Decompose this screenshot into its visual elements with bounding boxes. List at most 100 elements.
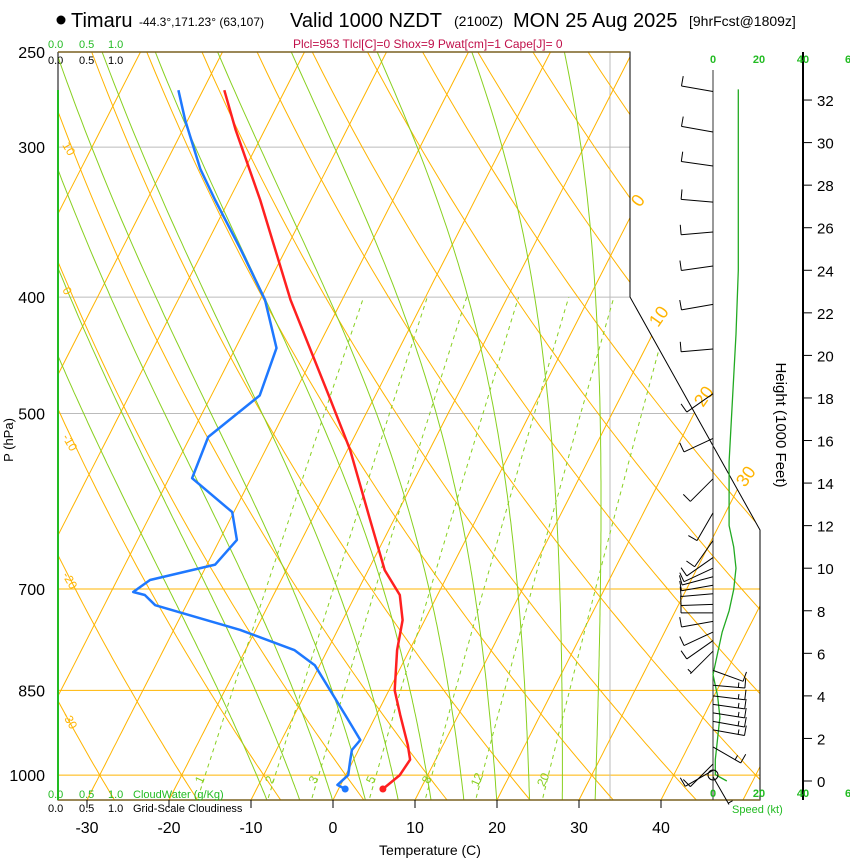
dewpoint-surface-point xyxy=(341,785,349,793)
mixing-ratio-label: 20 xyxy=(534,770,552,788)
barb-full-tick xyxy=(679,575,683,586)
moist-adiabat-line xyxy=(58,52,268,800)
barb-staff xyxy=(696,512,714,541)
barb-full-tick xyxy=(744,707,747,718)
isotherm-label-left: -20 xyxy=(59,570,80,592)
dry-adiabat-line xyxy=(58,52,285,800)
wind-barb xyxy=(686,540,714,568)
barb-staff xyxy=(690,478,714,502)
temperature-tick-label: -10 xyxy=(239,820,262,837)
calm-wind-circle-icon xyxy=(707,769,719,781)
station-coords: -44.3°,171.23° (63,107) xyxy=(139,15,264,29)
wind-barb xyxy=(679,567,714,583)
mixing-ratio-line xyxy=(423,297,570,800)
height-tick-label: 28 xyxy=(817,178,834,195)
moist-adiabat-line xyxy=(563,52,602,800)
mixing-ratio-line xyxy=(367,297,520,800)
barb-full-tick xyxy=(686,560,695,568)
barb-staff xyxy=(712,712,745,719)
barb-full-tick xyxy=(682,494,691,502)
barb-full-tick xyxy=(680,116,684,127)
height-tick-label: 26 xyxy=(817,221,834,238)
barb-staff xyxy=(683,437,714,453)
isotherm-line xyxy=(165,52,562,800)
barb-full-tick xyxy=(680,650,688,660)
station-name: Timaru xyxy=(71,10,132,32)
wind-barb xyxy=(712,698,747,710)
barb-full-tick xyxy=(688,535,698,542)
barb-half-tick xyxy=(737,720,740,726)
barb-full-tick xyxy=(740,754,747,764)
pressure-tick-label: 850 xyxy=(18,683,45,700)
speed-tick-label: 6 xyxy=(845,54,850,66)
moist-adiabat-line xyxy=(290,52,498,800)
height-tick-label: 2 xyxy=(817,731,825,748)
barb-staff xyxy=(681,348,714,353)
temperature-tick-label: 30 xyxy=(570,820,588,837)
wind-barb xyxy=(680,189,714,203)
pressure-tick-label: 300 xyxy=(18,140,45,157)
barb-staff xyxy=(712,746,741,764)
isotherm-line xyxy=(493,52,760,800)
wind-barb xyxy=(680,595,714,606)
height-tick-label: 12 xyxy=(817,519,834,536)
wind-barb xyxy=(680,116,714,133)
forecast-date: MON 25 Aug 2025 xyxy=(513,10,678,32)
barb-staff xyxy=(712,695,745,701)
height-tick-label: 16 xyxy=(817,434,834,451)
temperature-line xyxy=(223,89,412,790)
cl-tick: 1.0 xyxy=(108,55,123,67)
speed-tick-label: 6 xyxy=(845,788,850,800)
moist-adiabat-line xyxy=(58,52,301,800)
barb-staff xyxy=(681,303,714,311)
wind-barb xyxy=(680,602,713,614)
y-axis-label: P (hPa) xyxy=(1,418,16,462)
cl-tick: 0.5 xyxy=(79,55,94,67)
valid-time: Valid 1000 NZDT xyxy=(290,10,442,32)
x-axis-label: Temperature (C) xyxy=(379,842,481,858)
barb-staff xyxy=(712,776,730,805)
wind-barb xyxy=(712,725,747,736)
speed-tick-label: 40 xyxy=(797,54,809,66)
barb-staff xyxy=(712,720,745,728)
dry-adiabat-line xyxy=(464,52,760,800)
barb-staff xyxy=(681,603,714,606)
barb-staff xyxy=(694,540,714,568)
barb-full-tick xyxy=(679,580,682,591)
wind-barb xyxy=(679,575,714,586)
barb-staff xyxy=(712,669,744,682)
utc-time: (2100Z) xyxy=(454,13,503,29)
wind-barb xyxy=(679,580,714,592)
barb-staff xyxy=(681,125,714,133)
wind-barb xyxy=(712,669,747,682)
wind-barb xyxy=(679,617,714,628)
isotherm-label-right: 10 xyxy=(645,302,673,330)
pressure-tick-label: 700 xyxy=(18,582,45,599)
cl-tick: 0.0 xyxy=(48,803,63,815)
cw-tick: 0.5 xyxy=(79,39,94,51)
wind-barb xyxy=(687,650,714,675)
barb-full-tick xyxy=(744,717,747,728)
barb-staff xyxy=(686,393,714,413)
wind-barb xyxy=(680,557,714,577)
speed-tick-label: 0 xyxy=(710,788,716,800)
temperature-tick-label: 40 xyxy=(652,820,670,837)
dry-adiabat-line xyxy=(137,52,619,800)
wind-barb xyxy=(679,260,714,271)
mixing-ratio-label: 12 xyxy=(468,770,486,788)
moist-adiabat-line xyxy=(58,52,366,800)
barb-full-tick xyxy=(680,76,684,87)
temperature-surface-point xyxy=(379,785,387,793)
cloudiness-label: Grid-Scale Cloudiness xyxy=(133,803,243,815)
height-tick-label: 30 xyxy=(817,136,834,153)
wind-barb xyxy=(680,151,714,167)
isotherm-line xyxy=(58,52,316,800)
barb-full-tick xyxy=(679,636,685,646)
station-dot-icon xyxy=(56,15,66,25)
mixing-ratio-line xyxy=(309,297,468,800)
temperature-tick-label: 0 xyxy=(329,820,338,837)
barb-staff xyxy=(681,265,714,271)
stability-indices: Plcl=953 Tlcl[C]=0 Shox=9 Pwat[cm]=1 Cap… xyxy=(293,37,563,51)
cl-tick: 1.0 xyxy=(108,803,123,815)
